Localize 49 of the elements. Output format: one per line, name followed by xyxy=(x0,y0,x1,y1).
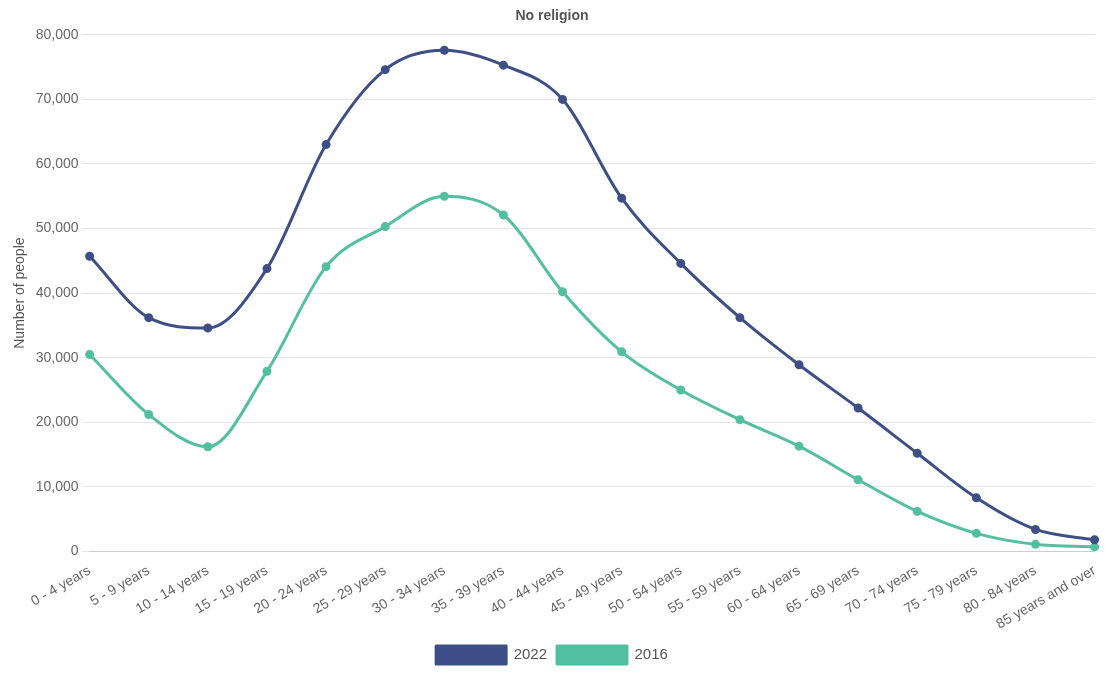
point xyxy=(380,65,390,75)
legend-label: 2022 xyxy=(513,645,548,663)
point xyxy=(439,191,449,201)
point xyxy=(1030,524,1040,534)
point xyxy=(498,210,508,220)
chart-title: No religion xyxy=(515,7,589,24)
point xyxy=(794,360,804,370)
point xyxy=(498,60,508,70)
point xyxy=(439,45,449,55)
y-tick-label: 0 xyxy=(70,542,79,559)
point xyxy=(853,475,863,485)
point xyxy=(1090,542,1100,552)
point xyxy=(617,193,627,203)
point xyxy=(617,347,627,357)
y-tick-label: 80,000 xyxy=(35,25,79,42)
point xyxy=(558,94,568,104)
point xyxy=(735,313,745,323)
y-tick-label: 20,000 xyxy=(35,413,79,430)
point xyxy=(912,506,922,516)
point xyxy=(676,385,686,395)
y-axis-title: Number of people xyxy=(11,237,28,349)
point xyxy=(85,251,95,261)
point xyxy=(1030,539,1040,549)
y-tick-label: 40,000 xyxy=(35,283,79,300)
y-tick-label: 50,000 xyxy=(35,219,79,236)
y-tick-label: 30,000 xyxy=(35,348,79,365)
point xyxy=(262,264,272,274)
point xyxy=(262,366,272,376)
point xyxy=(853,403,863,413)
point xyxy=(735,415,745,425)
legend-label: 2016 xyxy=(634,645,668,663)
point xyxy=(912,448,922,458)
point xyxy=(203,442,213,452)
y-tick-label: 70,000 xyxy=(35,90,79,107)
point xyxy=(380,222,390,232)
point xyxy=(1090,535,1100,545)
point xyxy=(676,258,686,268)
y-tick-label: 10,000 xyxy=(35,477,79,494)
y-tick-label: 60,000 xyxy=(35,154,79,171)
point xyxy=(794,441,804,451)
point xyxy=(203,323,213,333)
point xyxy=(321,140,331,150)
point xyxy=(321,262,331,272)
point xyxy=(558,287,568,297)
point xyxy=(971,528,981,538)
point xyxy=(971,493,981,503)
point xyxy=(144,410,154,420)
point xyxy=(85,349,95,359)
point xyxy=(144,313,154,323)
